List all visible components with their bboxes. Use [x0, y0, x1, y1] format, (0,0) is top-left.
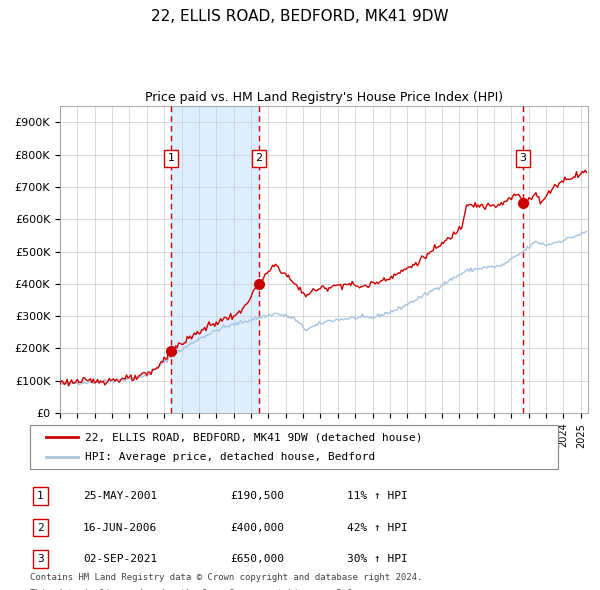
Text: 3: 3	[520, 153, 526, 163]
Text: 16-JUN-2006: 16-JUN-2006	[83, 523, 157, 533]
Text: 42% ↑ HPI: 42% ↑ HPI	[347, 523, 407, 533]
Text: 25-MAY-2001: 25-MAY-2001	[83, 491, 157, 502]
Text: £190,500: £190,500	[230, 491, 284, 502]
Text: 2: 2	[255, 153, 262, 163]
Text: 11% ↑ HPI: 11% ↑ HPI	[347, 491, 407, 502]
Text: Contains HM Land Registry data © Crown copyright and database right 2024.: Contains HM Land Registry data © Crown c…	[30, 573, 422, 582]
Text: This data is licensed under the Open Government Licence v3.0.: This data is licensed under the Open Gov…	[30, 589, 358, 590]
FancyBboxPatch shape	[30, 425, 558, 469]
Text: 22, ELLIS ROAD, BEDFORD, MK41 9DW (detached house): 22, ELLIS ROAD, BEDFORD, MK41 9DW (detac…	[85, 432, 423, 442]
Bar	[171, 106, 259, 413]
Text: 02-SEP-2021: 02-SEP-2021	[83, 553, 157, 563]
Text: £650,000: £650,000	[230, 553, 284, 563]
Text: 1: 1	[167, 153, 175, 163]
Text: 3: 3	[37, 553, 44, 563]
Text: 2: 2	[37, 523, 44, 533]
Text: 22, ELLIS ROAD, BEDFORD, MK41 9DW: 22, ELLIS ROAD, BEDFORD, MK41 9DW	[151, 9, 449, 24]
Text: 1: 1	[37, 491, 44, 502]
Text: 30% ↑ HPI: 30% ↑ HPI	[347, 553, 407, 563]
Text: HPI: Average price, detached house, Bedford: HPI: Average price, detached house, Bedf…	[85, 452, 376, 461]
Title: Price paid vs. HM Land Registry's House Price Index (HPI): Price paid vs. HM Land Registry's House …	[145, 91, 503, 104]
Text: £400,000: £400,000	[230, 523, 284, 533]
